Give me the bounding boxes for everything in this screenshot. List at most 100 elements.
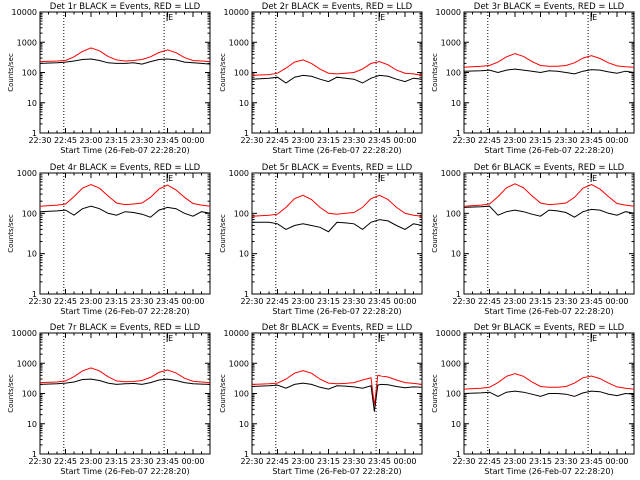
chart-panel-4: Det 4r BLACK = Events, RED = LLD 1 10 100 10…: [7, 163, 211, 316]
y-axis-label: Counts/sec: [431, 53, 439, 92]
y-tick-label: 1000: [229, 359, 249, 368]
x-tick-label: 23:30: [554, 136, 577, 145]
x-tick-label: 22:45: [478, 136, 501, 145]
x-tick-label: 23:00: [503, 457, 526, 466]
y-tick-label: 100: [446, 390, 461, 399]
x-axis-label: Start Time (26-Feb-07 22:28:20): [484, 307, 613, 316]
x-tick-label: 23:45: [580, 297, 603, 306]
y-tick-label: 1: [32, 290, 37, 299]
plot-frame: [463, 11, 635, 134]
x-tick-label: 23:15: [105, 457, 128, 466]
y-tick-label: 1: [244, 129, 249, 138]
x-tick-label: 00:00: [181, 457, 204, 466]
x-axis-label: Start Time (26-Feb-07 22:28:20): [272, 146, 401, 155]
x-tick-label: 22:45: [266, 136, 289, 145]
series-line-events: [463, 205, 635, 218]
series-line-events: [39, 205, 211, 218]
x-tick-label: 22:45: [54, 457, 77, 466]
x-tick-label: 00:00: [181, 297, 204, 306]
y-tick-label: 1000: [17, 38, 37, 47]
x-tick-label: 23:30: [554, 297, 577, 306]
y-axis-label: Counts/sec: [431, 374, 439, 413]
x-tick-label: 23:00: [79, 297, 102, 306]
x-tick-label: 00:00: [393, 136, 416, 145]
y-tick-label: 10000: [224, 8, 249, 17]
y-tick-label: 1: [244, 450, 249, 459]
series-line-lld: [251, 194, 423, 217]
x-tick-label: 23:00: [79, 136, 102, 145]
chart-title: Det 4r BLACK = Events, RED = LLD: [50, 163, 201, 173]
chart-title: Det 5r BLACK = Events, RED = LLD: [262, 163, 413, 173]
y-tick-label: 1000: [441, 169, 461, 178]
x-tick-label: 23:45: [368, 457, 391, 466]
x-tick-label: 22:45: [54, 136, 77, 145]
x-tick-label: 23:45: [156, 136, 179, 145]
x-tick-label: 22:45: [266, 297, 289, 306]
y-tick-label: 1000: [17, 359, 37, 368]
x-tick-label: 00:00: [605, 297, 628, 306]
y-tick-label: 100: [234, 390, 249, 399]
y-tick-label: 1000: [229, 38, 249, 47]
y-tick-label: 10000: [436, 8, 461, 17]
x-tick-label: 23:45: [580, 457, 603, 466]
chart-panel-6: Det 6r BLACK = Events, RED = LLD 1 10 100 10…: [431, 163, 635, 316]
x-tick-label: 23:30: [130, 297, 153, 306]
series-line-lld: [463, 373, 635, 390]
y-tick-label: 1000: [229, 169, 249, 178]
y-tick-label: 10: [239, 420, 249, 429]
x-tick-label: 22:30: [452, 136, 475, 145]
x-tick-label: 22:45: [478, 297, 501, 306]
y-tick-label: 10: [451, 420, 461, 429]
x-tick-label: 23:45: [368, 136, 391, 145]
plot-frame: [39, 172, 211, 295]
x-tick-label: 23:30: [342, 457, 365, 466]
series-line-events: [463, 68, 635, 75]
x-axis-label: Start Time (26-Feb-07 22:28:20): [272, 307, 401, 316]
y-tick-label: 10: [27, 99, 37, 108]
x-tick-label: 22:30: [452, 457, 475, 466]
y-tick-label: 100: [234, 69, 249, 78]
series-line-lld: [251, 59, 423, 76]
x-tick-label: 00:00: [181, 136, 204, 145]
y-tick-label: 10: [239, 250, 249, 259]
flag-label: E: [380, 334, 385, 343]
chart-title: Det 7r BLACK = Events, RED = LLD: [50, 323, 201, 333]
y-tick-label: 10: [27, 250, 37, 259]
y-tick-label: 100: [22, 390, 37, 399]
x-tick-label: 22:30: [240, 297, 263, 306]
x-tick-label: 23:15: [317, 136, 340, 145]
x-tick-label: 23:45: [368, 297, 391, 306]
x-tick-label: 23:00: [79, 457, 102, 466]
plot-frame: [251, 11, 423, 134]
x-axis-label: Start Time (26-Feb-07 22:28:20): [484, 467, 613, 476]
x-tick-label: 23:45: [156, 457, 179, 466]
flag-label: E: [380, 174, 385, 183]
y-tick-label: 100: [22, 69, 37, 78]
series-line-events: [39, 58, 211, 65]
y-tick-label: 1: [456, 129, 461, 138]
x-tick-label: 23:00: [503, 297, 526, 306]
x-tick-label: 23:30: [130, 136, 153, 145]
y-tick-label: 1000: [17, 169, 37, 178]
chart-panel-2: Det 2r BLACK = Events, RED = LLD 1 10 100 10…: [219, 2, 423, 155]
x-tick-label: 22:30: [452, 297, 475, 306]
x-tick-label: 22:30: [240, 457, 263, 466]
y-tick-label: 10: [451, 99, 461, 108]
y-tick-label: 10: [451, 250, 461, 259]
x-tick-label: 23:00: [291, 457, 314, 466]
flag-label: E: [168, 13, 173, 22]
y-tick-label: 1: [32, 450, 37, 459]
x-tick-label: 22:30: [240, 136, 263, 145]
series-line-lld: [39, 367, 211, 384]
x-tick-label: 00:00: [605, 136, 628, 145]
flag-label: E: [592, 334, 597, 343]
plot-frame: [463, 172, 635, 295]
y-tick-label: 100: [22, 209, 37, 218]
flag-label: E: [168, 334, 173, 343]
y-tick-label: 100: [234, 209, 249, 218]
series-line-events: [39, 378, 211, 385]
x-tick-label: 00:00: [393, 457, 416, 466]
chart-panel-8: Det 8r BLACK = Events, RED = LLD 1 10 100 10…: [219, 323, 423, 476]
x-axis-label: Start Time (26-Feb-07 22:28:20): [60, 467, 189, 476]
